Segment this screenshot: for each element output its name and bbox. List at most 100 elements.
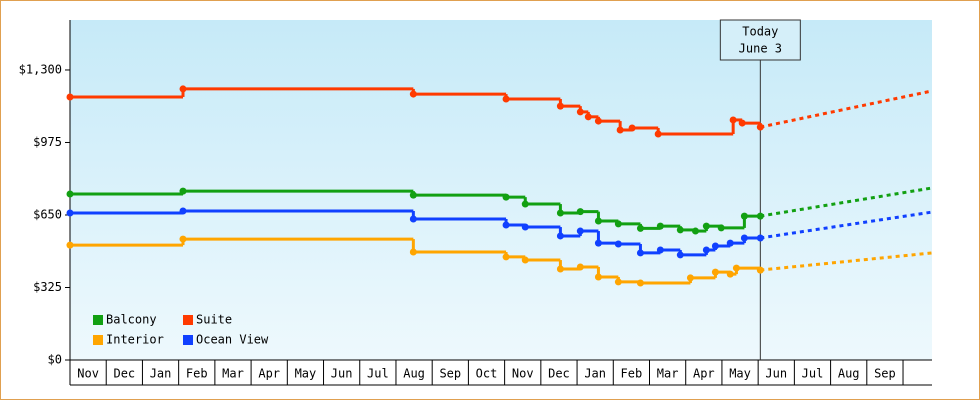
y-tick-label: $325 <box>33 280 62 294</box>
point <box>179 85 187 93</box>
forecast-line <box>760 186 933 218</box>
x-tick-label: Sep <box>874 367 896 381</box>
x-tick-label: Oct <box>476 367 498 381</box>
forecast-line <box>760 89 933 129</box>
point <box>614 220 622 228</box>
x-tick-label: Jul <box>367 367 389 381</box>
point <box>576 227 584 235</box>
point <box>66 93 74 101</box>
point <box>702 222 710 230</box>
point <box>726 270 734 278</box>
point <box>179 187 187 195</box>
y-tick-label: $975 <box>33 135 62 149</box>
point <box>732 264 740 272</box>
point <box>502 221 510 229</box>
x-tick-label: Feb <box>621 367 643 381</box>
point <box>756 212 764 220</box>
x-tick-label: Jan <box>150 367 172 381</box>
point <box>756 123 764 131</box>
point <box>556 265 564 273</box>
point <box>594 217 602 225</box>
x-tick-label: Feb <box>186 367 208 381</box>
x-tick-label: Dec <box>113 367 135 381</box>
x-tick-label: Mar <box>657 367 679 381</box>
x-tick-label: Jun <box>765 367 787 381</box>
point <box>636 279 644 287</box>
legend-swatch <box>183 315 193 325</box>
point <box>636 249 644 257</box>
point <box>502 253 510 261</box>
point <box>594 239 602 247</box>
x-tick-label: Apr <box>693 367 715 381</box>
point <box>556 209 564 217</box>
point <box>717 224 725 232</box>
x-tick-label: Jun <box>331 367 353 381</box>
x-tick-label: Dec <box>548 367 570 381</box>
point <box>740 212 748 220</box>
point <box>686 274 694 282</box>
point <box>409 215 417 223</box>
point <box>66 190 74 198</box>
point <box>594 117 602 125</box>
x-tick-label: Jan <box>584 367 606 381</box>
point <box>66 241 74 249</box>
point <box>66 209 74 217</box>
point <box>676 226 684 234</box>
point <box>576 208 584 216</box>
point <box>729 116 737 124</box>
forecast-line <box>760 210 933 240</box>
point <box>521 256 529 264</box>
point <box>702 246 710 254</box>
point <box>691 227 699 235</box>
legend-swatch <box>93 335 103 345</box>
point <box>584 113 592 121</box>
point <box>521 200 529 208</box>
x-tick-label: Mar <box>222 367 244 381</box>
point <box>756 234 764 242</box>
point <box>521 223 529 231</box>
x-tick-label: Aug <box>838 367 860 381</box>
legend-swatch <box>93 315 103 325</box>
y-tick-label: $0 <box>48 353 62 367</box>
x-tick-label: Apr <box>258 367 280 381</box>
x-tick-label: Sep <box>439 367 461 381</box>
point <box>614 240 622 248</box>
point <box>502 193 510 201</box>
point <box>616 126 624 134</box>
point <box>179 207 187 215</box>
point <box>756 266 764 274</box>
x-tick-label: May <box>295 367 317 381</box>
point <box>179 235 187 243</box>
point <box>656 246 664 254</box>
point <box>738 119 746 127</box>
point <box>740 234 748 242</box>
point <box>576 108 584 116</box>
point <box>726 239 734 247</box>
point <box>594 273 602 281</box>
legend-label: Ocean View <box>196 333 269 347</box>
point <box>656 222 664 230</box>
point <box>556 232 564 240</box>
today-box <box>719 19 801 61</box>
point <box>711 242 719 250</box>
x-tick-label: Jul <box>802 367 824 381</box>
x-tick-label: Nov <box>512 367 534 381</box>
point <box>502 95 510 103</box>
y-tick-label: $1,300 <box>19 62 62 76</box>
y-tick-label: $650 <box>33 207 62 221</box>
point <box>676 251 684 259</box>
x-tick-label: May <box>729 367 751 381</box>
point <box>636 224 644 232</box>
point <box>409 191 417 199</box>
point <box>628 124 636 132</box>
x-tick-label: Nov <box>77 367 99 381</box>
point <box>654 130 662 138</box>
point <box>614 278 622 286</box>
point <box>576 263 584 271</box>
annotation: June 3 <box>739 42 782 56</box>
point <box>409 90 417 98</box>
point <box>409 248 417 256</box>
legend-swatch <box>183 335 193 345</box>
legend-label: Balcony <box>106 313 157 327</box>
